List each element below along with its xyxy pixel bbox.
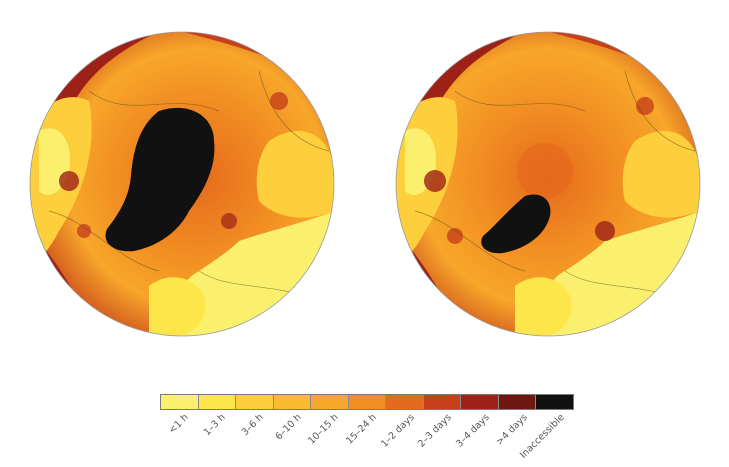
legend-label: 3–4 days	[453, 412, 492, 450]
legend-swatch	[273, 395, 312, 409]
polar-map-right	[395, 31, 701, 337]
inaccessible-region	[481, 194, 551, 254]
legend-label: 1–2 days	[378, 412, 417, 450]
legend-swatch	[461, 395, 499, 409]
land-europe	[515, 277, 572, 336]
legend-label: 2–3 days	[416, 412, 455, 450]
legend-label: 15–24 h	[344, 412, 379, 447]
legend-swatch	[386, 395, 424, 409]
land-siberia	[256, 131, 334, 218]
legend-swatch	[536, 395, 574, 409]
legend-label: <1 h	[166, 412, 191, 437]
inaccessible-region	[105, 107, 215, 252]
legend-swatch	[498, 395, 537, 409]
legend-swatch	[423, 395, 462, 409]
legend-label: 1–3 h	[202, 412, 229, 439]
legend-label: 10–15 h	[306, 412, 342, 447]
land-siberia	[622, 131, 700, 218]
legend-swatch	[348, 395, 387, 409]
travel-time-legend	[160, 394, 574, 410]
legend-label: 6–10 h	[273, 412, 304, 443]
polar-map-left	[29, 31, 335, 337]
legend-swatch	[161, 395, 199, 409]
legend-label: 3–6 h	[239, 412, 266, 439]
legend-swatch	[236, 395, 274, 409]
legend-swatch	[198, 395, 237, 409]
land-europe	[149, 277, 206, 336]
legend-swatch	[311, 395, 349, 409]
legend-label: >4 days	[493, 412, 530, 448]
